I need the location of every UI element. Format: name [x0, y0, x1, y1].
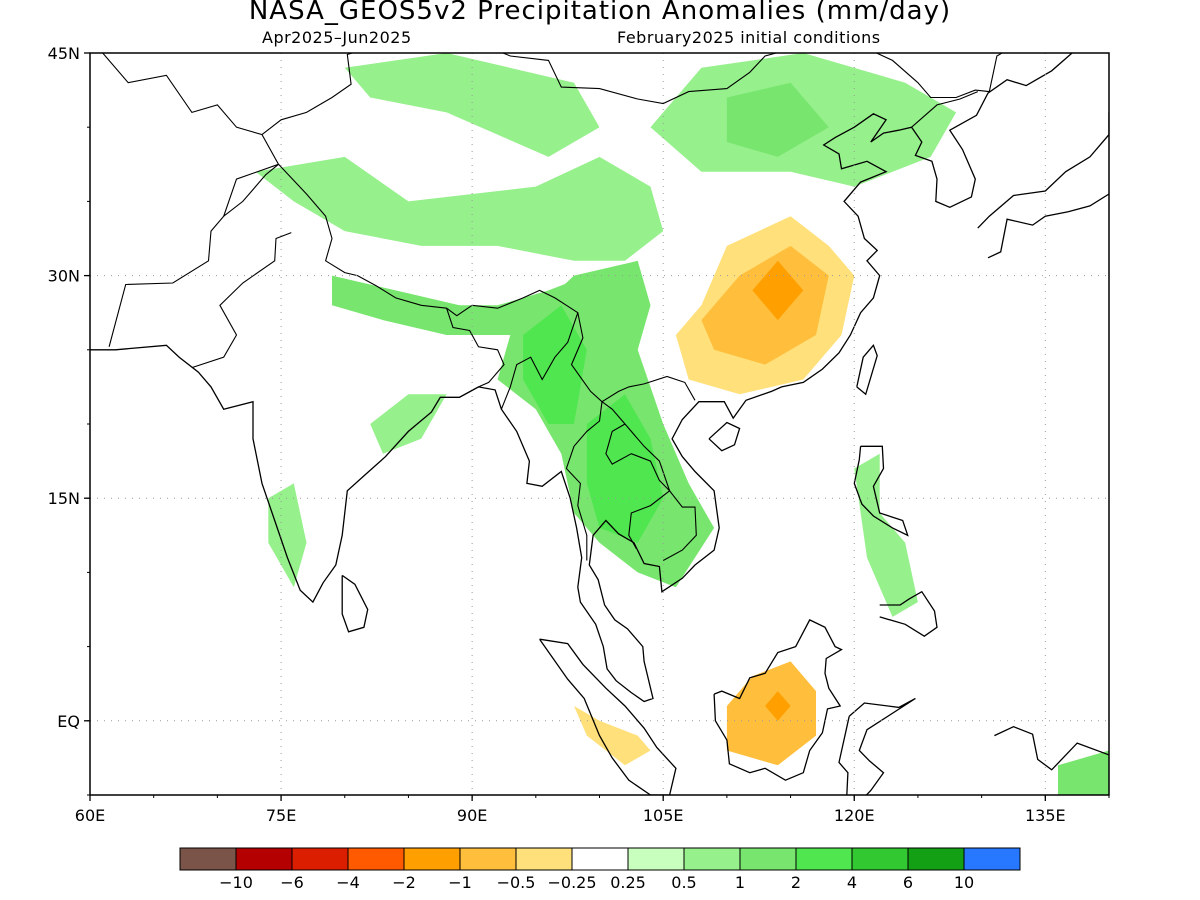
lon-tick-label: 90E: [457, 806, 487, 825]
colorbar-swatch: [235, 847, 293, 871]
border-segment: [501, 53, 779, 105]
anomaly-china-dry-inner: [752, 260, 804, 321]
colorbar-swatch: [515, 847, 573, 871]
anomaly-tibet-wet-band: [255, 156, 664, 261]
lon-tick-label: 75E: [266, 806, 296, 825]
anomaly-myanmar-core: [523, 305, 587, 424]
colorbar-swatch: [795, 847, 853, 871]
lat-tick-label: 45N: [48, 44, 80, 63]
lat-tick-label: 15N: [48, 489, 80, 508]
colorbar-label: −4: [336, 873, 360, 892]
lon-tick-label: 105E: [643, 806, 684, 825]
anomaly-borneo-dry-core: [765, 691, 791, 721]
colorbar-swatch: [907, 847, 965, 871]
colorbar-swatch: [179, 847, 237, 871]
colorbar-label: 2: [791, 873, 801, 892]
border-segment: [191, 232, 292, 369]
anomaly-china-dry-core: [701, 245, 829, 365]
longitude-ticks: 60E 75E 90E 105E 120E 135E: [75, 795, 1110, 825]
colorbar-label: −0.5: [497, 873, 536, 892]
coastline-segment: [879, 590, 938, 637]
lon-tick-label: 120E: [834, 806, 875, 825]
coastline-segment: [708, 421, 741, 452]
latitude-ticks: 45N 30N 15N EQ: [48, 44, 90, 796]
colorbar-swatch: [683, 847, 741, 871]
forecast-period: Apr2025–Jun2025: [262, 28, 412, 47]
coastline-segment: [994, 725, 1109, 771]
border-segment: [223, 163, 279, 217]
colorbar-label: 10: [954, 873, 974, 892]
colorbar-swatch: [963, 847, 1021, 871]
anomaly-india-west-wet: [268, 483, 307, 588]
coastline-segment: [539, 638, 677, 795]
colorbar-label: 0.25: [610, 873, 646, 892]
anomaly-fields: [255, 53, 1109, 795]
border-segment: [565, 401, 603, 561]
coastline-segment: [838, 697, 916, 795]
colorbar-swatch: [739, 847, 797, 871]
coastline-segment: [90, 53, 1074, 703]
border-segment: [500, 312, 579, 410]
colorbar-label: 0.5: [671, 873, 696, 892]
colorbar-swatch: [627, 847, 685, 871]
coastline-segment: [341, 574, 369, 633]
colorbar-label: −2: [392, 873, 416, 892]
colorbar-swatch: [571, 847, 629, 871]
coastline-segment: [853, 445, 909, 537]
coastlines: [90, 53, 1109, 795]
coastline-segment: [977, 112, 1109, 229]
colorbar-swatch: [347, 847, 405, 871]
border-segment: [875, 53, 1004, 99]
anomaly-indochina-core: [586, 394, 664, 543]
anomaly-north-china-core: [726, 82, 829, 157]
border-segment: [446, 308, 505, 398]
colorbar-label: −1: [448, 873, 472, 892]
lon-tick-label: 135E: [1025, 806, 1066, 825]
initial-conditions: February2025 initial conditions: [617, 28, 881, 47]
colorbar-label: −10: [219, 873, 253, 892]
colorbar-label: 6: [903, 873, 913, 892]
colorbar-label: −0.25: [547, 873, 596, 892]
colorbar-swatch: [459, 847, 517, 871]
anomaly-philippines-wet: [854, 453, 918, 617]
colorbar-label: 4: [847, 873, 857, 892]
lat-tick-label: EQ: [57, 712, 80, 731]
colorbar-label: 1: [735, 873, 745, 892]
anomaly-new-guinea-wet: [1058, 750, 1109, 795]
anomaly-india-east-wet: [370, 394, 447, 454]
colorbar: −10 −6 −4 −2 −1 −0.5 −0.25 0.25 0.5 1 2 4 6 10: [179, 847, 1021, 892]
anomaly-sumatra-dry: [574, 706, 651, 766]
map-title: NASA_GEOS5v2 Precipitation Anomalies (mm…: [248, 0, 952, 26]
lon-tick-label: 60E: [75, 806, 105, 825]
lat-tick-label: 30N: [48, 267, 80, 286]
border-segment: [605, 423, 671, 549]
border-segment: [911, 91, 979, 128]
border-segment: [102, 53, 280, 347]
border-segment: [261, 53, 355, 136]
coastline-segment: [856, 344, 878, 396]
colorbar-swatch: [403, 847, 461, 871]
coastline-segment: [987, 193, 1109, 259]
gridlines: [90, 53, 1109, 795]
coastline-segment: [713, 619, 843, 781]
anomaly-mongolia-wet: [344, 53, 600, 157]
colorbar-label: −6: [280, 873, 304, 892]
border-segment: [278, 163, 696, 403]
colorbar-swatch: [291, 847, 349, 871]
colorbar-swatch: [851, 847, 909, 871]
